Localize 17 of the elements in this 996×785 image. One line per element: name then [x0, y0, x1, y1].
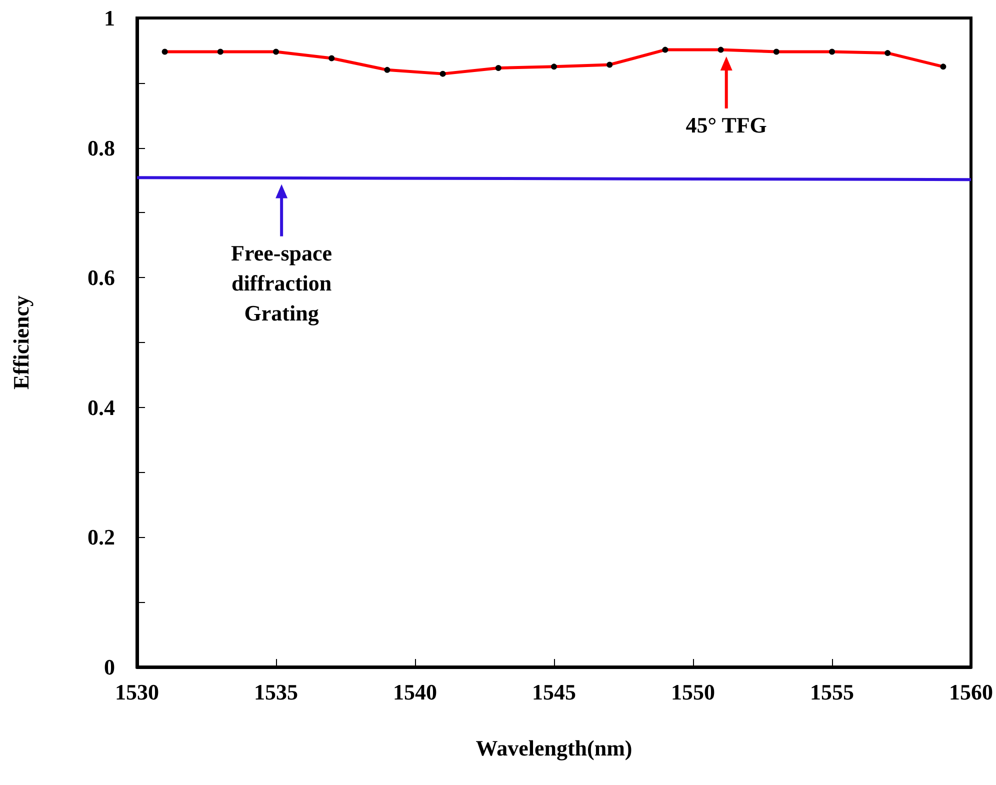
- y-tick-label: 0.6: [88, 265, 115, 290]
- y-tick-label: 0.2: [88, 524, 115, 550]
- x-tick-label: 1545: [532, 680, 576, 704]
- y-tick-label: 0.4: [88, 394, 115, 420]
- x-tick-label: 1555: [810, 680, 854, 704]
- y-tick-label: 1: [104, 6, 115, 30]
- y-tick-label: 0: [104, 654, 115, 680]
- x-tick-label: 1535: [254, 680, 298, 704]
- x-tick-label: 1550: [671, 680, 715, 704]
- annotation: 45° TFG: [686, 112, 767, 138]
- x-axis-title: Wavelength(nm): [476, 736, 632, 760]
- x-tick-label: 1560: [949, 680, 993, 704]
- y-tick-label: 0.8: [88, 135, 115, 160]
- x-tick-label: 1540: [393, 680, 437, 704]
- x-tick-label: 1530: [115, 680, 159, 704]
- annotation: Free-space diffraction Grating: [231, 240, 332, 326]
- y-axis-title: Efficiency: [8, 295, 34, 390]
